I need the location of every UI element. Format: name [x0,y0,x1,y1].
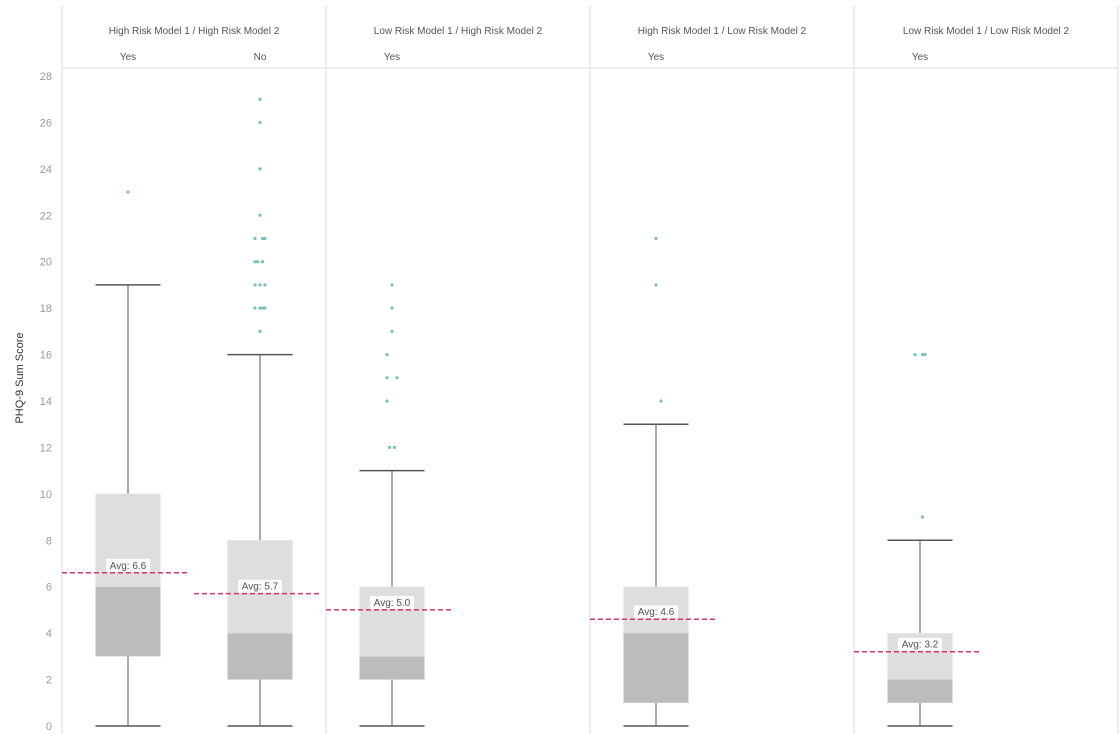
avg-label-background [634,605,678,619]
outlier-point [920,352,925,357]
avg-label: Avg: 6.6 [110,561,147,572]
y-tick-label: 22 [40,210,52,222]
y-tick-label: 18 [40,303,52,315]
box-lower-half [359,656,425,680]
box-lower-half [227,633,293,680]
avg-label: Avg: 4.6 [638,607,675,618]
avg-label-background [106,558,150,572]
outlier-point [258,120,262,125]
y-axis-label: PHQ-9 Sum Score [14,332,26,423]
box-lower-half [887,679,953,703]
outlier-point [390,329,394,333]
outlier-point [253,236,257,241]
y-tick-label: 20 [40,257,52,269]
y-tick-label: 16 [40,350,52,362]
avg-label-background [370,595,414,609]
outlier-point [126,190,130,194]
group-header-label: Low Risk Model 1 / High Risk Model 2 [374,26,543,37]
avg-label: Avg: 3.2 [902,640,939,651]
outlier-point [390,306,394,310]
outlier-point [258,167,262,171]
y-tick-label: 0 [46,721,52,733]
avg-label-background [898,637,942,651]
category-label: Yes [648,52,664,63]
group-header-label: High Risk Model 1 / Low Risk Model 2 [638,26,807,37]
outlier-point [260,306,265,310]
y-tick-label: 12 [40,442,52,454]
outlier-point [385,352,389,357]
outlier-point [260,260,265,264]
y-tick-label: 14 [40,396,52,408]
outlier-point [253,306,257,310]
outlier-point [385,399,389,403]
outlier-point [253,283,257,287]
group-header-label: High Risk Model 1 / High Risk Model 2 [109,26,280,37]
y-tick-label: 8 [46,535,52,547]
category-label: Yes [120,52,136,63]
y-tick-label: 6 [46,582,52,594]
outlier-point [395,376,399,380]
outlier-point [255,260,260,264]
outlier-point [654,236,658,241]
avg-label-background [238,579,282,593]
outlier-point [390,283,394,287]
outlier-point [258,306,262,310]
outlier-point [923,352,927,357]
y-tick-label: 24 [40,164,52,176]
box-layer [95,97,953,727]
category-label: No [254,52,267,63]
avg-layer: Avg: 6.6 Avg: 5.7 Avg: 5.0 Avg: 4.6 Avg: 3.2 [62,558,982,653]
outlier-point [920,515,925,519]
box-lower-half [95,586,161,657]
y-tick-label: 10 [40,489,52,501]
y-tick-label: 26 [40,117,52,129]
avg-label: Avg: 5.0 [374,598,411,609]
outlier-point [659,399,663,403]
grid-layer [61,6,1119,734]
outlier-point [654,283,658,287]
outlier-point [387,445,392,450]
category-label: Yes [384,52,400,63]
group-header-label: Low Risk Model 1 / Low Risk Model 2 [903,26,1070,37]
y-tick-label: 4 [46,628,52,640]
outlier-point [263,283,267,287]
outlier-point [253,260,257,264]
y-tick-label: 28 [40,71,52,83]
outlier-point [263,236,267,241]
outlier-point [263,306,267,310]
outlier-point [258,329,262,333]
outlier-point [913,352,917,357]
y-tick-label: 2 [46,675,52,687]
outlier-point [392,445,397,450]
outlier-point [260,236,265,241]
outlier-point [258,213,262,217]
avg-label: Avg: 5.7 [242,582,279,593]
outlier-point [258,97,262,101]
outlier-point [258,283,262,287]
outlier-point [385,376,389,380]
box-lower-half [623,633,689,703]
category-label: Yes [912,52,928,63]
